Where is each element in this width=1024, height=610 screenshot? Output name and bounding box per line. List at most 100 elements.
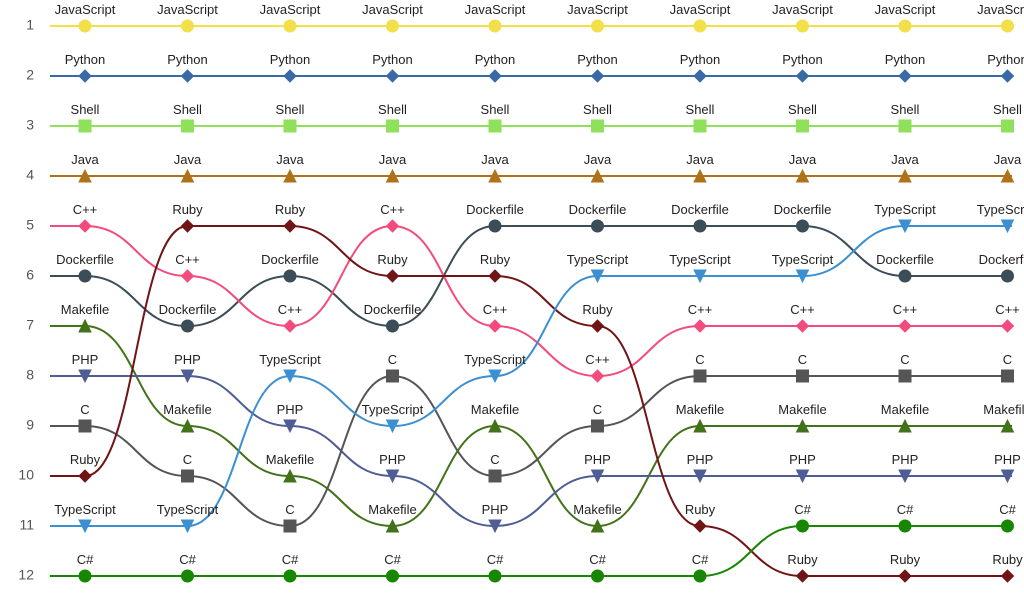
series-point-label: C bbox=[900, 352, 909, 367]
series-point-label: Java bbox=[789, 152, 817, 167]
series-point-label: C bbox=[1003, 352, 1012, 367]
series-point-label: Shell bbox=[993, 102, 1022, 117]
series-marker bbox=[899, 20, 911, 32]
series-marker bbox=[694, 220, 706, 232]
series-marker bbox=[489, 570, 501, 582]
series-point-label: C bbox=[285, 502, 294, 517]
rank-axis-label: 3 bbox=[26, 117, 34, 133]
series-marker bbox=[284, 570, 296, 582]
series-point-label: Python bbox=[680, 52, 720, 67]
series-point-label: C# bbox=[897, 502, 914, 517]
series-point-label: Makefile bbox=[61, 302, 109, 317]
rank-axis-label: 1 bbox=[26, 17, 34, 33]
series-point-label: Java bbox=[481, 152, 509, 167]
series-point-label: Ruby bbox=[582, 302, 613, 317]
series-point-label: PHP bbox=[482, 502, 509, 517]
series-marker bbox=[284, 120, 296, 132]
series-marker bbox=[489, 120, 501, 132]
series-point-label: Python bbox=[987, 52, 1024, 67]
series-point-label: Dockerfile bbox=[979, 252, 1024, 267]
series-point-label: Ruby bbox=[275, 202, 306, 217]
series-point-label: Python bbox=[270, 52, 310, 67]
series-marker bbox=[592, 570, 604, 582]
series-point-label: Makefile bbox=[471, 402, 519, 417]
rank-chart: 123456789101112JavaScriptJavaScriptJavaS… bbox=[0, 0, 1024, 610]
series-point-label: JavaScript bbox=[977, 2, 1024, 17]
series-point-label: PHP bbox=[687, 452, 714, 467]
series-point-label: Java bbox=[686, 152, 714, 167]
series-marker bbox=[899, 270, 911, 282]
series-point-label: TypeScript bbox=[259, 352, 321, 367]
series-marker bbox=[284, 520, 296, 532]
series-point-label: Shell bbox=[71, 102, 100, 117]
series-point-label: TypeScript bbox=[362, 402, 424, 417]
series-marker bbox=[899, 120, 911, 132]
series-point-label: PHP bbox=[994, 452, 1021, 467]
series-marker bbox=[387, 120, 399, 132]
series-point-label: C++ bbox=[790, 302, 815, 317]
series-point-label: C++ bbox=[688, 302, 713, 317]
series-marker bbox=[592, 420, 604, 432]
series-point-label: C bbox=[183, 452, 192, 467]
series-point-label: C bbox=[798, 352, 807, 367]
series-marker bbox=[1002, 20, 1014, 32]
series-point-label: Dockerfile bbox=[774, 202, 832, 217]
series-point-label: Makefile bbox=[881, 402, 929, 417]
series-point-label: JavaScript bbox=[670, 2, 731, 17]
series-point-label: Shell bbox=[583, 102, 612, 117]
series-point-label: Ruby bbox=[70, 452, 101, 467]
series-marker bbox=[387, 570, 399, 582]
series-point-label: PHP bbox=[789, 452, 816, 467]
series-marker bbox=[797, 120, 809, 132]
series-marker bbox=[79, 20, 91, 32]
series-point-label: JavaScript bbox=[772, 2, 833, 17]
series-marker bbox=[694, 570, 706, 582]
rank-axis-label: 9 bbox=[26, 417, 34, 433]
series-point-label: C# bbox=[999, 502, 1016, 517]
series-marker bbox=[79, 270, 91, 282]
series-point-label: PHP bbox=[72, 352, 99, 367]
series-point-label: Java bbox=[994, 152, 1022, 167]
rank-axis-label: 11 bbox=[19, 517, 34, 533]
series-point-label: JavaScript bbox=[157, 2, 218, 17]
rank-axis-label: 8 bbox=[26, 367, 34, 383]
series-point-label: C# bbox=[692, 552, 709, 567]
series-marker bbox=[899, 520, 911, 532]
series-point-label: PHP bbox=[584, 452, 611, 467]
series-point-label: PHP bbox=[379, 452, 406, 467]
series-point-label: Java bbox=[276, 152, 304, 167]
series-point-label: Makefile bbox=[163, 402, 211, 417]
series-point-label: Python bbox=[577, 52, 617, 67]
series-point-label: C bbox=[80, 402, 89, 417]
series-point-label: C bbox=[490, 452, 499, 467]
series-point-label: TypeScript bbox=[567, 252, 629, 267]
series-point-label: TypeScript bbox=[977, 202, 1024, 217]
series-marker bbox=[797, 220, 809, 232]
series-point-label: C++ bbox=[278, 302, 303, 317]
series-point-label: PHP bbox=[892, 452, 919, 467]
series-marker bbox=[489, 20, 501, 32]
series-point-label: C++ bbox=[995, 302, 1020, 317]
series-point-label: PHP bbox=[174, 352, 201, 367]
series-point-label: C++ bbox=[893, 302, 918, 317]
series-marker bbox=[1002, 120, 1014, 132]
series-marker bbox=[592, 20, 604, 32]
series-point-label: TypeScript bbox=[772, 252, 834, 267]
rank-axis-label: 4 bbox=[26, 167, 34, 183]
series-point-label: C++ bbox=[175, 252, 200, 267]
series-point-label: Shell bbox=[481, 102, 510, 117]
series-marker bbox=[694, 20, 706, 32]
series-point-label: Python bbox=[782, 52, 822, 67]
series-point-label: JavaScript bbox=[362, 2, 423, 17]
series-point-label: C bbox=[695, 352, 704, 367]
series-point-label: JavaScript bbox=[55, 2, 116, 17]
series-point-label: JavaScript bbox=[465, 2, 526, 17]
series-marker bbox=[797, 20, 809, 32]
series-point-label: Ruby bbox=[172, 202, 203, 217]
series-point-label: Makefile bbox=[266, 452, 314, 467]
series-marker bbox=[797, 520, 809, 532]
series-point-label: Java bbox=[584, 152, 612, 167]
series-point-label: Dockerfile bbox=[364, 302, 422, 317]
rank-axis-label: 5 bbox=[26, 217, 34, 233]
series-point-label: Makefile bbox=[573, 502, 621, 517]
